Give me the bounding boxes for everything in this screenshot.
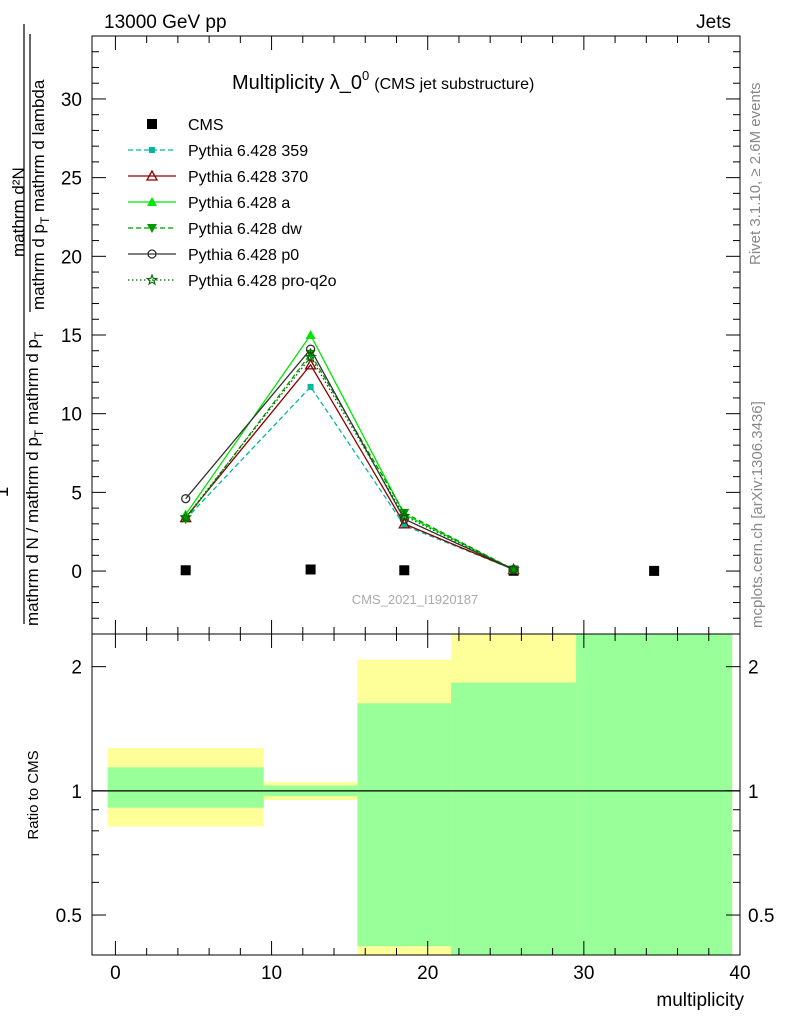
legend-marker [147, 224, 157, 233]
y-tick-label: 30 [61, 90, 82, 111]
legend-entry: Pythia 6.428 359 [128, 143, 308, 160]
ratio-ticks [92, 634, 741, 956]
legend-entry: Pythia 6.428 a [128, 195, 290, 212]
legend-label: Pythia 6.428 dw [188, 221, 302, 238]
ratio-band-green [357, 703, 452, 947]
series-line [185, 355, 514, 571]
data-point [649, 565, 660, 576]
y-tick-label: 5 [71, 483, 82, 504]
legend-marker [145, 273, 159, 286]
ratio-y-tick-label-right: 1 [748, 782, 759, 803]
ratio-y-tick-label-left: 2 [71, 658, 82, 679]
data-point [181, 494, 191, 504]
y-tick-label: 25 [61, 169, 82, 190]
legend-entry: Pythia 6.428 dw [128, 221, 302, 238]
ratio-y-tick-label-right: 0.5 [748, 906, 774, 927]
ylabel-one: 1 [0, 487, 13, 498]
ratio-y-tick-labels: 0.5 0.5 1 1 2 2 [56, 658, 775, 927]
chart-title: Multiplicity λ_00(CMS jet substructure) [232, 68, 534, 94]
legend-label: Pythia 6.428 pro-q2o [188, 273, 337, 290]
mcplots-label: mcplots.cern.ch [arXiv:1306.3436] [749, 401, 766, 628]
legend-entry: Pythia 6.428 370 [128, 169, 308, 186]
ratio-y-axis-label: Ratio to CMS [25, 750, 42, 839]
ylabel-numerator: mathrm d²N [9, 167, 28, 257]
ratio-panel-frame [91, 633, 741, 956]
data-point [401, 522, 408, 529]
ratio-panel: 0.5 0.5 1 1 2 2 0 10 20 30 40 Ratio to CMS multip… [25, 633, 775, 1011]
x-tick-label: 0 [110, 963, 121, 984]
series-line [185, 333, 514, 571]
legend-entry: CMS [147, 117, 224, 134]
x-tick-labels: 0 10 20 30 40 [110, 963, 750, 984]
data-point [398, 509, 411, 522]
ratio-y-tick-label-right: 2 [748, 658, 759, 679]
x-tick-label: 10 [261, 963, 282, 984]
legend-label: Pythia 6.428 p0 [188, 247, 299, 264]
series-line [185, 352, 514, 571]
y-tick-label: 20 [61, 247, 82, 268]
ratio-band-green [576, 634, 733, 955]
legend-marker [147, 249, 157, 259]
data-point [304, 350, 317, 363]
header-right: Jets [696, 12, 731, 33]
ratio-y-tick-label-left: 1 [71, 782, 82, 803]
main-y-axis-label: 1 mathrm d N / mathrm d pT mathrm d pT m… [0, 24, 52, 626]
legend-marker [145, 169, 159, 181]
data-point [307, 383, 314, 390]
x-axis-label: multiplicity [656, 990, 744, 1011]
x-tick-label: 40 [729, 963, 750, 984]
data-point [398, 517, 411, 529]
data-point [305, 564, 316, 575]
y-tick-label: 15 [61, 326, 82, 347]
y-tick-label: 10 [61, 405, 82, 426]
data-point [180, 565, 191, 576]
legend-label: Pythia 6.428 370 [188, 169, 308, 186]
data-point [305, 330, 316, 339]
legend-entry: Pythia 6.428 p0 [128, 247, 299, 264]
rivet-label: Rivet 3.1.10, ≥ 2.6M events [747, 83, 764, 266]
data-point [179, 510, 192, 523]
main-ticks [92, 35, 741, 635]
data-point [399, 565, 410, 576]
watermark: CMS_2021_I1920187 [352, 592, 479, 607]
main-y-tick-labels: 0 5 10 15 20 25 30 [61, 90, 82, 583]
x-tick-label: 30 [573, 963, 594, 984]
legend-marker [147, 197, 157, 206]
series-line [185, 363, 514, 571]
main-panel: 0 5 10 15 20 25 30 Multiplicity λ_00(CMS jet s… [0, 24, 741, 635]
data-point [399, 508, 410, 518]
series-markers [179, 330, 660, 576]
legend-marker [147, 119, 157, 129]
ylabel-denominator-top: mathrm d pT mathrm d lambda [29, 79, 52, 310]
x-tick-label: 20 [417, 963, 438, 984]
series-lines [185, 333, 514, 571]
legend-entry: Pythia 6.428 pro-q2o [128, 273, 337, 290]
data-point [304, 358, 317, 370]
data-point [507, 562, 520, 575]
ratio-bands [107, 634, 733, 955]
legend-label: Pythia 6.428 359 [188, 143, 308, 160]
y-tick-label: 0 [71, 562, 82, 583]
ratio-band-green [107, 767, 264, 808]
header-left: 13000 GeV pp [104, 12, 227, 33]
ratio-y-tick-label-left: 0.5 [56, 906, 82, 927]
ylabel-denominator-bottom: mathrm d N / mathrm d pT mathrm d pT [23, 331, 46, 626]
series-line [185, 348, 514, 571]
legend-marker [149, 147, 155, 153]
series-line [185, 385, 514, 571]
legend-label: CMS [188, 117, 224, 134]
ratio-band-green [451, 682, 577, 955]
data-point [399, 514, 409, 524]
legend-label: Pythia 6.428 a [188, 195, 290, 212]
legend: CMS Pythia 6.428 359 Pythia 6.428 370 Pythi… [128, 117, 337, 290]
